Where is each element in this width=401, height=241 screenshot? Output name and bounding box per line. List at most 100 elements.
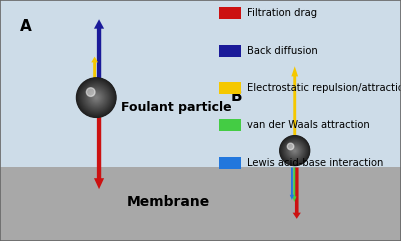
Bar xyxy=(219,157,241,169)
Circle shape xyxy=(283,139,307,163)
Circle shape xyxy=(281,136,309,165)
Circle shape xyxy=(94,95,99,100)
Circle shape xyxy=(290,145,300,156)
Circle shape xyxy=(291,147,299,155)
Text: Filtration drag: Filtration drag xyxy=(247,8,317,18)
Circle shape xyxy=(88,89,105,106)
Circle shape xyxy=(92,93,101,102)
Circle shape xyxy=(90,92,102,104)
Circle shape xyxy=(292,148,298,153)
Circle shape xyxy=(282,138,307,163)
Circle shape xyxy=(281,137,308,164)
Text: A: A xyxy=(20,19,32,34)
Circle shape xyxy=(293,149,296,152)
Circle shape xyxy=(82,83,111,112)
Circle shape xyxy=(86,88,106,107)
Text: Back diffusion: Back diffusion xyxy=(247,46,317,56)
Circle shape xyxy=(84,85,109,110)
Circle shape xyxy=(81,82,112,114)
Circle shape xyxy=(93,94,100,101)
Circle shape xyxy=(81,83,111,113)
Circle shape xyxy=(280,136,310,166)
Circle shape xyxy=(83,85,109,110)
Circle shape xyxy=(92,94,100,101)
Circle shape xyxy=(286,142,304,160)
Circle shape xyxy=(288,144,302,158)
Circle shape xyxy=(292,148,297,153)
Circle shape xyxy=(89,90,103,105)
Circle shape xyxy=(292,148,298,154)
Circle shape xyxy=(285,141,305,161)
Circle shape xyxy=(85,86,107,109)
Circle shape xyxy=(77,79,115,116)
Circle shape xyxy=(294,150,296,151)
Circle shape xyxy=(87,89,105,107)
Circle shape xyxy=(283,139,306,162)
Circle shape xyxy=(93,95,99,100)
Circle shape xyxy=(284,140,306,161)
Circle shape xyxy=(282,138,308,163)
Circle shape xyxy=(291,147,298,154)
Circle shape xyxy=(294,149,296,152)
Text: Foulant particle: Foulant particle xyxy=(121,101,231,114)
Circle shape xyxy=(85,87,107,108)
Circle shape xyxy=(79,81,113,114)
Circle shape xyxy=(290,146,299,155)
Circle shape xyxy=(288,144,302,157)
Text: Lewis acid-base interaction: Lewis acid-base interaction xyxy=(247,158,383,168)
Circle shape xyxy=(95,97,97,99)
Bar xyxy=(219,45,241,57)
Circle shape xyxy=(284,140,305,161)
Circle shape xyxy=(294,150,295,151)
Circle shape xyxy=(91,93,101,103)
Circle shape xyxy=(86,87,107,108)
FancyArrow shape xyxy=(94,19,104,98)
Bar xyxy=(0,167,401,241)
FancyArrow shape xyxy=(293,167,301,219)
Bar xyxy=(219,7,241,19)
Circle shape xyxy=(79,80,114,115)
Circle shape xyxy=(96,97,97,98)
Circle shape xyxy=(289,145,300,156)
Circle shape xyxy=(288,144,301,157)
Circle shape xyxy=(286,142,303,159)
Circle shape xyxy=(287,142,303,159)
Circle shape xyxy=(286,141,304,160)
Circle shape xyxy=(88,90,104,106)
Text: B: B xyxy=(231,89,242,104)
Circle shape xyxy=(81,82,111,113)
Text: van der Waals attraction: van der Waals attraction xyxy=(247,120,369,130)
Circle shape xyxy=(87,88,105,107)
Circle shape xyxy=(90,91,103,104)
Circle shape xyxy=(83,84,110,111)
Circle shape xyxy=(83,84,109,111)
Bar xyxy=(219,119,241,131)
Circle shape xyxy=(84,86,108,109)
Circle shape xyxy=(293,149,297,153)
Circle shape xyxy=(80,81,113,114)
FancyArrow shape xyxy=(292,167,296,202)
Bar xyxy=(219,82,241,94)
Text: Membrane: Membrane xyxy=(127,195,210,209)
Circle shape xyxy=(79,80,113,115)
Circle shape xyxy=(95,96,98,99)
Text: Electrostatic repulsion/attraction: Electrostatic repulsion/attraction xyxy=(247,83,401,93)
FancyArrow shape xyxy=(94,98,104,189)
Circle shape xyxy=(282,138,308,164)
Circle shape xyxy=(77,78,116,117)
Circle shape xyxy=(287,143,303,159)
FancyArrow shape xyxy=(292,66,298,151)
Circle shape xyxy=(77,78,115,117)
FancyArrow shape xyxy=(91,57,98,98)
Circle shape xyxy=(78,79,115,116)
Circle shape xyxy=(281,137,308,164)
Circle shape xyxy=(89,91,103,105)
Circle shape xyxy=(290,146,300,155)
Circle shape xyxy=(284,139,306,162)
Circle shape xyxy=(287,143,294,150)
FancyArrow shape xyxy=(290,167,294,200)
Circle shape xyxy=(86,88,95,96)
Circle shape xyxy=(91,92,102,103)
Circle shape xyxy=(292,147,298,154)
Circle shape xyxy=(94,96,98,100)
